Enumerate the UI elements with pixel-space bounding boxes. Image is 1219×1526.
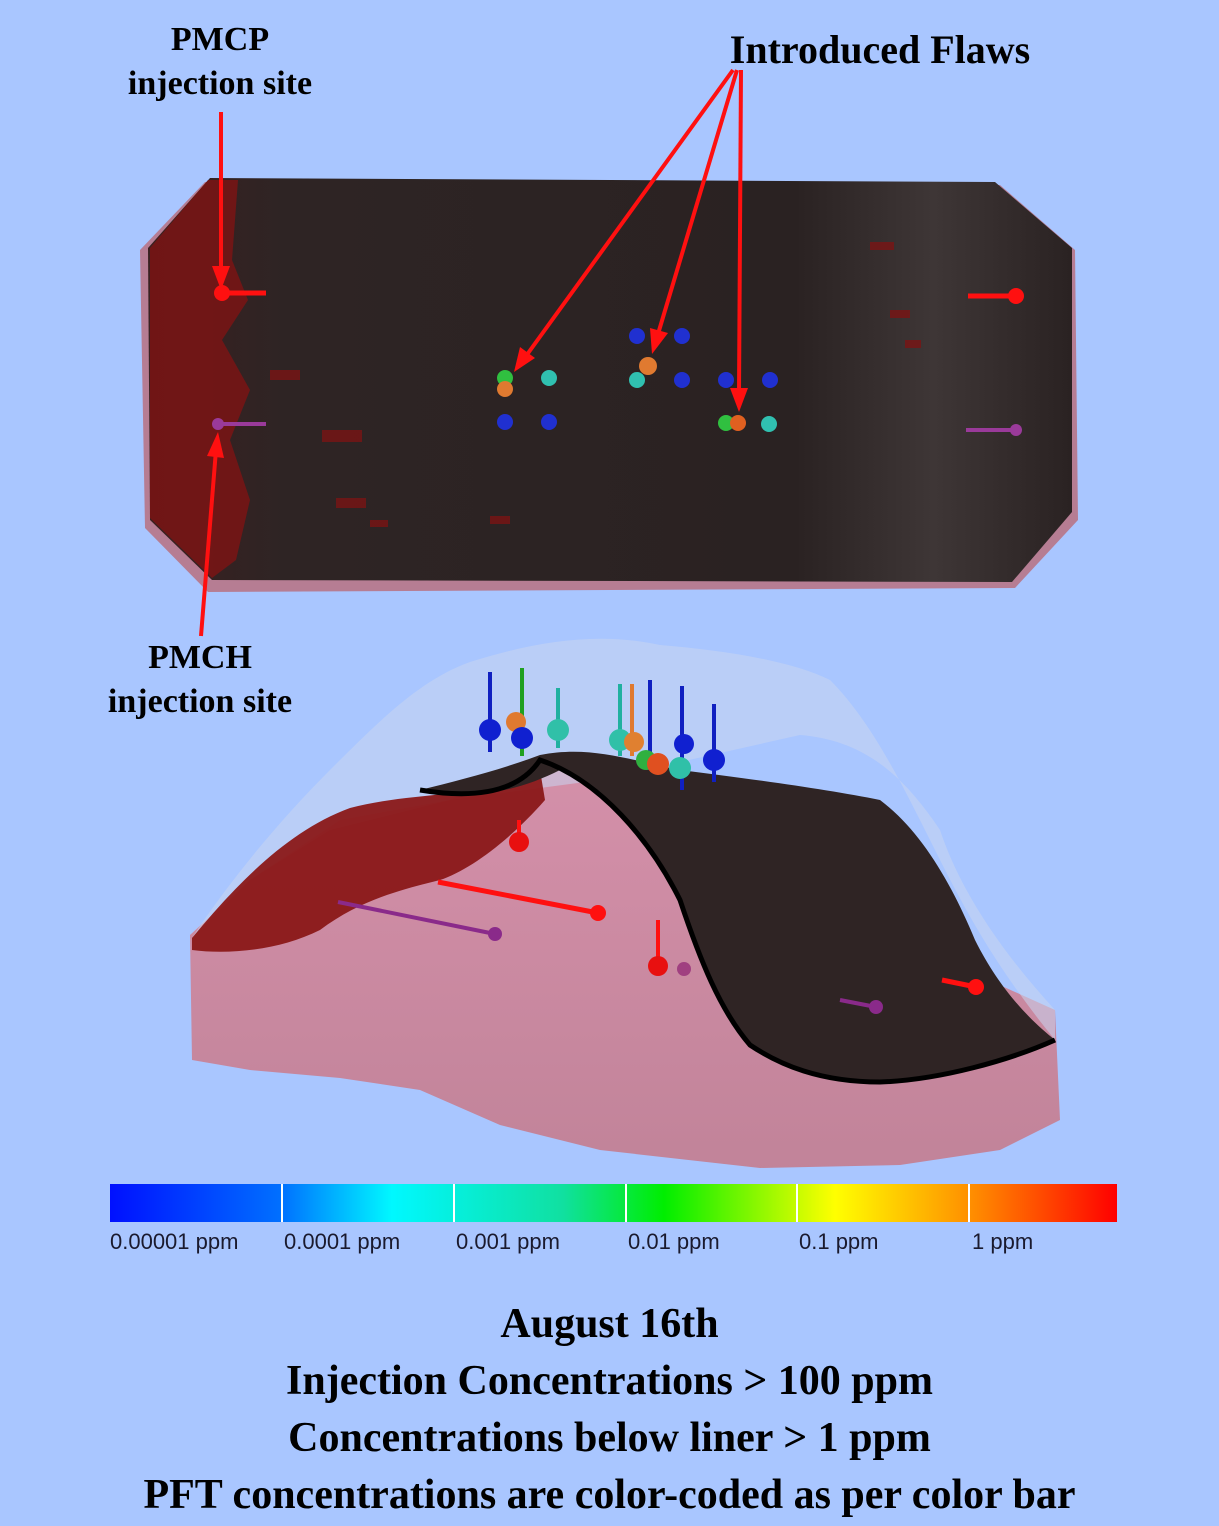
color-bar-dividers — [281, 1184, 970, 1222]
pmcp-3d-marker-d — [968, 979, 984, 995]
sample-point — [639, 357, 657, 375]
sample-point — [497, 414, 513, 430]
sample-point — [629, 372, 645, 388]
probe-marker — [703, 749, 725, 771]
top-view-liner — [148, 178, 1072, 582]
pmcp-3d-marker-b — [509, 832, 529, 852]
colorbar-tick-6: 1 ppm — [972, 1229, 1034, 1254]
top-view — [140, 178, 1078, 592]
pmch-label: PMCH injection site — [80, 636, 320, 724]
pmch-3d-marker-a — [488, 927, 502, 941]
left-red-zone — [150, 180, 250, 578]
color-bar-gradient — [110, 1184, 1117, 1222]
pmch-3d-marker-b — [677, 962, 691, 976]
red-patches — [270, 242, 921, 527]
sample-point — [674, 372, 690, 388]
pmch-label-line2: injection site — [107, 683, 293, 720]
perspective-view — [190, 638, 1060, 1168]
sample-point — [497, 381, 513, 397]
pmcp-marker-left — [214, 285, 230, 301]
translucent-cap — [192, 638, 1055, 1040]
sample-point — [541, 370, 557, 386]
sample-point — [629, 328, 645, 344]
pmch-marker-right — [1010, 424, 1022, 436]
flaw-arrow-3 — [737, 69, 743, 393]
sample-point — [761, 416, 777, 432]
caption-injection: Injection Concentrations > 100 ppm — [286, 1358, 933, 1404]
caption-below-liner: Concentrations below liner > 1 ppm — [288, 1415, 931, 1461]
red-interior — [192, 770, 545, 952]
probe-marker — [479, 719, 501, 741]
sample-point — [497, 370, 513, 386]
colorbar-tick-3: 0.001 ppm — [456, 1229, 560, 1254]
pmch-arrow — [199, 449, 218, 637]
sample-point — [674, 328, 690, 344]
annotation-arrows — [199, 68, 748, 637]
sampling-probes-3d — [479, 668, 725, 790]
sample-point — [762, 372, 778, 388]
probe-marker — [506, 712, 526, 732]
probe-marker — [547, 719, 569, 741]
colorbar-tick-4: 0.01 ppm — [628, 1229, 720, 1254]
pmcp-label-line1: PMCP — [170, 21, 270, 58]
pmcp-3d-marker-c — [648, 956, 668, 976]
caption-color-note: PFT concentrations are color-coded as pe… — [143, 1472, 1076, 1518]
sample-point — [541, 414, 557, 430]
caption-date: August 16th — [500, 1301, 719, 1347]
introduced-flaws-label: Introduced Flaws — [729, 27, 1031, 72]
sample-point — [730, 415, 746, 431]
liner-edge — [419, 757, 1057, 1085]
color-bar — [110, 1184, 1117, 1222]
pmcp-3d-marker-a — [590, 905, 606, 921]
liner-surface — [420, 751, 1055, 1082]
pmcp-label-line2: injection site — [127, 65, 313, 102]
flaw-arrow-1 — [524, 68, 735, 358]
probe-marker — [674, 734, 694, 754]
colorbar-tick-5: 0.1 ppm — [799, 1229, 879, 1254]
pmch-3d-marker-c — [869, 1000, 883, 1014]
probe-marker — [624, 732, 644, 752]
pmch-label-line1: PMCH — [148, 639, 252, 676]
probe-marker — [669, 757, 691, 779]
colorbar-tick-1: 0.00001 ppm — [110, 1229, 239, 1254]
sampling-points-top — [497, 328, 778, 432]
pmcp-marker-right — [1008, 288, 1024, 304]
caption: August 16th Injection Concentrations > 1… — [0, 1296, 1219, 1524]
pmch-3d-injector-a — [337, 900, 496, 936]
sample-point — [718, 372, 734, 388]
flaw-arrow-2 — [656, 69, 739, 335]
sample-point — [718, 415, 734, 431]
colorbar-tick-2: 0.0001 ppm — [284, 1229, 401, 1254]
probe-marker — [647, 753, 669, 775]
pmcp-3d-injector-a — [437, 879, 599, 916]
pmch-marker-left — [212, 418, 224, 430]
probe-marker — [511, 727, 533, 749]
pmcp-label: PMCP injection site — [100, 18, 340, 106]
